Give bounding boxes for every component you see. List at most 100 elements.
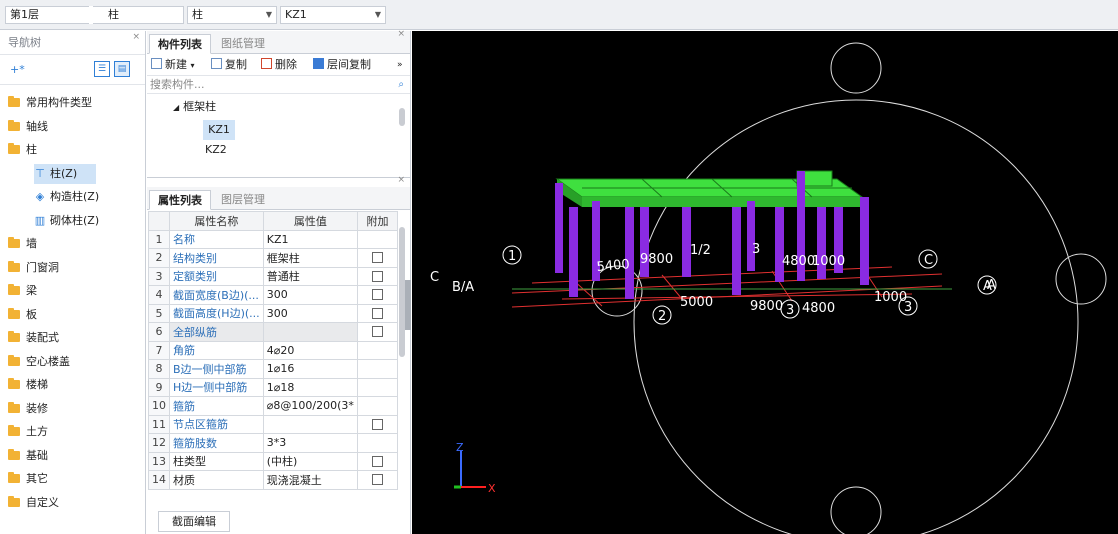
new-button[interactable]: 新建 ▾ xyxy=(151,57,195,73)
close-icon[interactable]: × xyxy=(397,175,405,185)
dimension-label: 1000 xyxy=(874,290,907,305)
table-row[interactable]: 2 结构类别 框架柱 xyxy=(147,248,399,268)
tab-attr-list[interactable]: 属性列表 xyxy=(149,190,211,210)
list-item-kz1[interactable]: KZ1 xyxy=(203,120,235,140)
sidebar-item-10[interactable]: 装修 xyxy=(8,399,48,419)
navigation-panel: 导航树 × +* ☰ ▤ 常用构件类型 轴线柱 ⊤ 柱(Z) ◈ 构造柱(Z) ▥ 砌体柱(Z… xyxy=(0,31,146,534)
checkbox[interactable] xyxy=(371,326,383,338)
table-row[interactable]: 14 材质 现浇混凝土 xyxy=(147,470,399,490)
checkbox[interactable] xyxy=(371,455,383,467)
table-row[interactable]: 4 截面宽度(B边)(... 300 xyxy=(147,285,399,305)
sidebar-item-9[interactable]: 楼梯 xyxy=(8,375,48,395)
table-row[interactable]: 11 节点区箍筋 xyxy=(147,414,399,434)
section-edit-button[interactable]: 截面编辑 xyxy=(158,511,230,532)
folder-icon xyxy=(8,448,20,460)
layer-copy-button[interactable]: 层间复制 xyxy=(313,57,371,73)
sidebar-item-12[interactable]: 基础 xyxy=(8,446,48,466)
grid-marker-circle xyxy=(502,245,522,265)
search-icon[interactable]: ⌕ xyxy=(398,79,404,90)
masonry-column-icon: ▥ xyxy=(34,213,46,227)
component-select[interactable]: KZ1 ▼ xyxy=(280,6,386,24)
table-row[interactable]: 7 角筋 4⌀20 xyxy=(147,340,399,360)
checkbox[interactable] xyxy=(371,307,383,319)
orbit-circle-bottom xyxy=(830,486,882,534)
chevron-down-icon: ▼ xyxy=(265,10,272,19)
sidebar-item-7[interactable]: 装配式 xyxy=(8,328,59,348)
sidebar-subitem-0[interactable]: ⊤ 柱(Z) xyxy=(34,163,96,184)
sidebar-item-4[interactable]: 门窗洞 xyxy=(8,258,59,278)
axis-grid xyxy=(511,266,952,308)
checkbox[interactable] xyxy=(371,474,383,486)
top-toolbar: 第1层 ▼ 柱 柱 ▼ KZ1 ▼ xyxy=(0,0,1118,30)
folder-icon xyxy=(8,495,20,507)
more-button[interactable]: » xyxy=(397,60,403,70)
sidebar-item-2[interactable]: 柱 xyxy=(8,140,37,160)
checkbox[interactable] xyxy=(371,418,383,430)
folder-icon xyxy=(8,425,20,436)
grid-marker-label: A xyxy=(983,279,992,294)
card-view-icon[interactable]: ▤ xyxy=(114,61,130,77)
grid-marker-circle xyxy=(652,305,672,325)
copy-icon xyxy=(211,58,222,69)
category-select[interactable]: 柱 xyxy=(104,6,184,24)
table-row[interactable]: 12 箍筋肢数 3*3 xyxy=(147,433,399,453)
tab-component-list[interactable]: 构件列表 xyxy=(149,34,211,54)
slab-front xyxy=(582,197,862,207)
table-row[interactable]: 9 H边一侧中部筋 1⌀18 xyxy=(147,377,399,397)
sidebar-item-11[interactable]: 土方 xyxy=(8,422,48,442)
collapse-triangle-icon[interactable]: ◢ xyxy=(173,103,180,112)
close-icon[interactable]: × xyxy=(132,32,140,42)
sidebar-item-1[interactable]: 轴线 xyxy=(8,117,48,137)
close-icon[interactable]: × xyxy=(397,29,405,39)
sidebar-item-6[interactable]: 板 xyxy=(8,305,37,325)
scrollbar[interactable] xyxy=(399,108,405,126)
sidebar-subitem-1[interactable]: ◈ 构造柱(Z) xyxy=(34,187,99,207)
panel-splitter[interactable] xyxy=(405,280,411,330)
folder-icon xyxy=(8,401,20,413)
table-row[interactable]: 13 柱类型 (中柱) xyxy=(147,451,399,471)
sidebar-item-14[interactable]: 自定义 xyxy=(8,493,59,513)
folder-icon xyxy=(8,260,20,272)
tab-drawing-manage[interactable]: 图纸管理 xyxy=(221,37,265,50)
table-row[interactable]: 6 全部纵筋 xyxy=(147,322,399,342)
dimension-label: 5400 xyxy=(596,257,630,275)
table-row[interactable]: 10 箍筋 ⌀8@100/200(3* xyxy=(147,396,399,416)
copy-button[interactable]: 复制 xyxy=(211,57,247,73)
floor-select[interactable]: 第1层 ▼ xyxy=(5,6,133,24)
dimension-label: A xyxy=(987,278,996,293)
sidebar-item-5[interactable]: 梁 xyxy=(8,281,37,301)
table-row[interactable]: 3 定额类别 普通柱 xyxy=(147,266,399,286)
dimension-label: C xyxy=(430,270,439,285)
search-input[interactable]: 搜索构件... xyxy=(150,78,205,91)
checkbox[interactable] xyxy=(371,289,383,301)
sparkle-icon[interactable]: +* xyxy=(10,63,25,76)
sidebar-item-0[interactable]: 常用构件类型 xyxy=(8,93,92,113)
folder-icon xyxy=(8,119,20,131)
table-row[interactable]: 1 名称 KZ1 xyxy=(147,229,399,249)
delete-button[interactable]: 删除 xyxy=(261,57,297,73)
3d-viewport[interactable]: 5400 9800 1/2 3 4800 1000 5000 9800 4800 1000 B/A C… xyxy=(412,31,1118,534)
table-row[interactable]: 8 B边一侧中部筋 1⌀16 xyxy=(147,359,399,379)
component-panel: 构件列表 图纸管理 × 新建 ▾ 复制 删除 层间复制 » 搜索构件... ⌕ … xyxy=(147,29,411,534)
type-select[interactable]: 柱 ▼ xyxy=(187,6,277,24)
attribute-rows: 1 名称 KZ1 2 结构类别 框架柱 3 定额类别 普通柱 4 截面宽度(B边)(... 300 5 截… xyxy=(147,229,399,490)
scrollbar[interactable] xyxy=(399,227,405,357)
list-item-kz2[interactable]: KZ2 xyxy=(205,143,227,156)
checkbox[interactable] xyxy=(371,270,383,282)
component-search[interactable]: 搜索构件... ⌕ xyxy=(147,76,410,94)
nav-toolbar: +* ☰ ▤ xyxy=(0,55,145,85)
sidebar-item-8[interactable]: 空心楼盖 xyxy=(8,352,70,372)
sidebar-item-3[interactable]: 墙 xyxy=(8,234,37,254)
list-group[interactable]: ◢ 框架柱 xyxy=(173,100,217,113)
tab-layer-manage[interactable]: 图层管理 xyxy=(221,193,265,206)
checkbox[interactable] xyxy=(371,252,383,264)
grid-marker-label: 2 xyxy=(658,309,666,324)
sidebar-item-13[interactable]: 其它 xyxy=(8,469,48,489)
component-tabs: 构件列表 图纸管理 × xyxy=(147,29,410,54)
sidebar-subitem-2[interactable]: ▥ 砌体柱(Z) xyxy=(34,211,99,231)
table-row[interactable]: 5 截面高度(H边)(... 300 xyxy=(147,303,399,323)
list-view-icon[interactable]: ☰ xyxy=(94,61,110,77)
folder-icon xyxy=(8,284,20,295)
